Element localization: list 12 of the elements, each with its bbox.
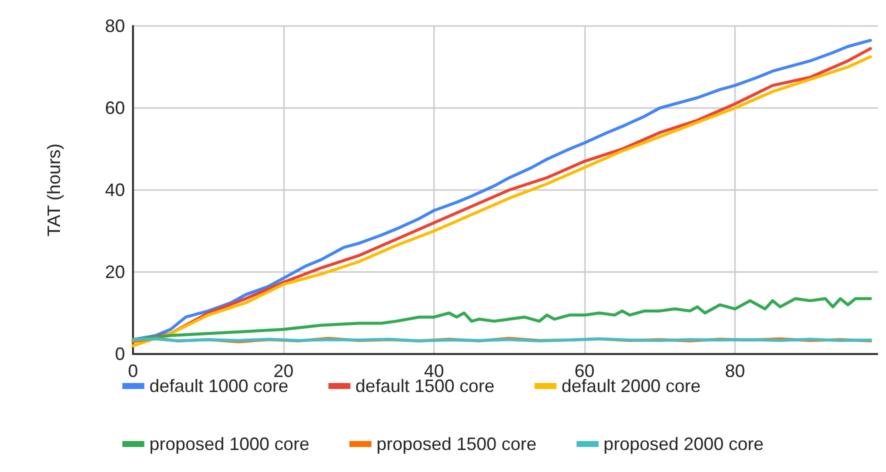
- legend-label: proposed 1000 core: [149, 434, 310, 454]
- y-tick-label: 80: [104, 16, 125, 36]
- x-tick-label: 0: [128, 361, 138, 381]
- y-axis-title: TAT (hours): [44, 143, 64, 237]
- y-tick-label: 60: [104, 98, 125, 118]
- x-tick-label: 80: [725, 361, 746, 381]
- legend-label: proposed 2000 core: [604, 434, 764, 454]
- legend-label: default 2000 core: [562, 376, 701, 396]
- y-tick-label: 20: [104, 262, 125, 282]
- y-tick-label: 0: [114, 344, 125, 364]
- legend-label: proposed 1500 core: [376, 434, 537, 454]
- y-tick-label: 40: [104, 180, 125, 200]
